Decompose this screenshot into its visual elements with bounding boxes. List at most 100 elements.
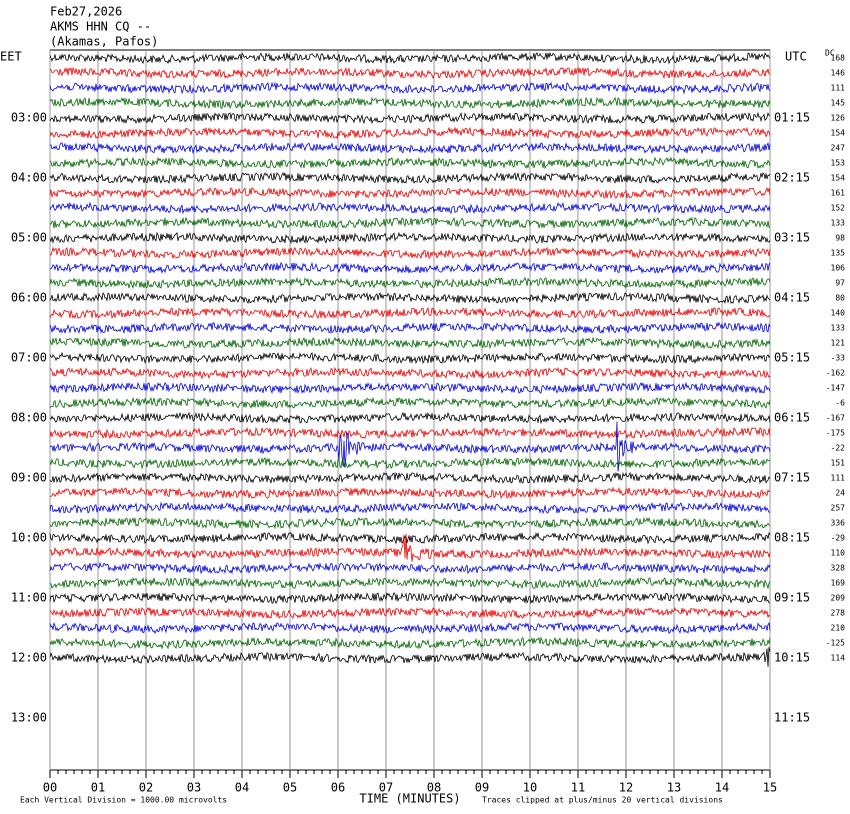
right-hour-label: 07:15 <box>774 471 810 485</box>
dc-value: -162 <box>826 369 845 378</box>
dc-value: -125 <box>826 639 845 648</box>
seismic-trace <box>49 126 771 140</box>
dc-value: 168 <box>831 54 846 63</box>
dc-value: 154 <box>831 174 846 183</box>
dc-value: 153 <box>831 159 846 168</box>
dc-value: 133 <box>831 219 846 228</box>
x-tick-label: 03 <box>187 781 201 795</box>
left-hour-label: 12:00 <box>11 651 47 665</box>
dc-value: 146 <box>831 69 846 78</box>
dc-value: -33 <box>831 354 846 363</box>
header-location: (Akamas, Pafos) <box>50 35 158 49</box>
right-hour-label: 06:15 <box>774 411 810 425</box>
seismic-trace <box>49 276 771 289</box>
dc-value: 133 <box>831 324 846 333</box>
x-tick-label: 12 <box>619 781 633 795</box>
left-hour-label: 04:00 <box>11 171 47 185</box>
dc-value: 135 <box>831 249 846 258</box>
left-hour-label: 03:00 <box>11 111 47 125</box>
right-hour-label: 04:15 <box>774 291 810 305</box>
seismic-trace <box>49 156 771 170</box>
seismic-trace <box>49 647 771 667</box>
dc-value: -167 <box>826 414 845 423</box>
left-hour-label: 08:00 <box>11 411 47 425</box>
seismic-trace <box>49 351 771 365</box>
dc-value: 80 <box>835 294 845 303</box>
dc-value: 140 <box>831 309 846 318</box>
x-tick-label: 08 <box>427 781 441 795</box>
seismic-trace <box>49 186 771 200</box>
right-hour-label: 02:15 <box>774 171 810 185</box>
right-hour-label: 05:15 <box>774 351 810 365</box>
left-axis-label: EET <box>0 50 22 64</box>
seismic-trace <box>49 96 771 110</box>
x-tick-label: 00 <box>43 781 57 795</box>
dc-value: 110 <box>831 549 846 558</box>
seismic-trace <box>49 261 771 275</box>
seismic-trace <box>49 306 771 320</box>
seismic-trace <box>49 366 771 380</box>
dc-value: -175 <box>826 429 845 438</box>
seismic-trace <box>49 592 771 605</box>
dc-value: 161 <box>831 189 846 198</box>
seismic-trace <box>49 533 771 562</box>
x-axis-title: TIME (MINUTES) <box>359 792 460 806</box>
plot-frame <box>49 49 771 771</box>
right-hour-label: 03:15 <box>774 231 810 245</box>
dc-value: 98 <box>835 234 845 243</box>
seismic-trace <box>49 231 771 245</box>
seismic-trace <box>49 636 771 650</box>
x-tick-label: 11 <box>571 781 585 795</box>
footer-right: Traces clipped at plus/minus 20 vertical… <box>482 796 723 805</box>
seismic-trace <box>49 471 771 485</box>
x-tick-label: 01 <box>91 781 105 795</box>
dc-value: 154 <box>831 129 846 138</box>
dc-value: 145 <box>831 99 846 108</box>
dc-value: -6 <box>835 399 845 408</box>
dc-value: -147 <box>826 384 845 393</box>
dc-value: 278 <box>831 609 846 618</box>
seismic-trace <box>49 396 771 409</box>
x-tick-label: 06 <box>331 781 345 795</box>
dc-value: 210 <box>831 624 846 633</box>
left-hour-label: 07:00 <box>11 351 47 365</box>
footer-left: Each Vertical Division = 1000.00 microvo… <box>20 796 227 805</box>
seismic-trace <box>49 576 771 590</box>
header-station: AKMS HHN CQ -- <box>50 20 151 34</box>
dc-label: DC <box>825 49 835 58</box>
seismic-trace <box>49 426 771 440</box>
left-hour-label: 09:00 <box>11 471 47 485</box>
dc-value: 111 <box>831 84 846 93</box>
seismic-trace <box>49 201 771 215</box>
x-tick-label: 15 <box>763 781 777 795</box>
dc-value: 111 <box>831 474 846 483</box>
right-hour-label: 09:15 <box>774 591 810 605</box>
dc-value: -29 <box>831 534 846 543</box>
seismic-trace <box>49 531 771 545</box>
seismic-trace <box>49 291 771 304</box>
dc-value: 114 <box>831 654 846 663</box>
dc-value: 121 <box>831 339 846 348</box>
seismic-trace <box>49 111 771 125</box>
seismic-trace <box>49 381 771 395</box>
dc-value: 152 <box>831 204 846 213</box>
seismic-trace <box>49 246 771 260</box>
right-hour-label: 10:15 <box>774 651 810 665</box>
seismic-trace <box>49 171 771 185</box>
left-hour-label: 13:00 <box>11 711 47 725</box>
dc-value: 97 <box>835 279 845 288</box>
dc-value: 328 <box>831 564 846 573</box>
x-tick-label: 13 <box>667 781 681 795</box>
x-tick-label: 10 <box>523 781 537 795</box>
x-tick-label: 09 <box>475 781 489 795</box>
x-tick-label: 04 <box>235 781 249 795</box>
right-hour-label: 01:15 <box>774 111 810 125</box>
seismic-trace <box>49 411 771 425</box>
dc-value: 209 <box>831 594 846 603</box>
left-hour-label: 10:00 <box>11 531 47 545</box>
x-tick-label: 05 <box>283 781 297 795</box>
seismic-trace <box>49 501 770 514</box>
dc-value: 336 <box>831 519 846 528</box>
seismic-trace <box>49 561 771 575</box>
